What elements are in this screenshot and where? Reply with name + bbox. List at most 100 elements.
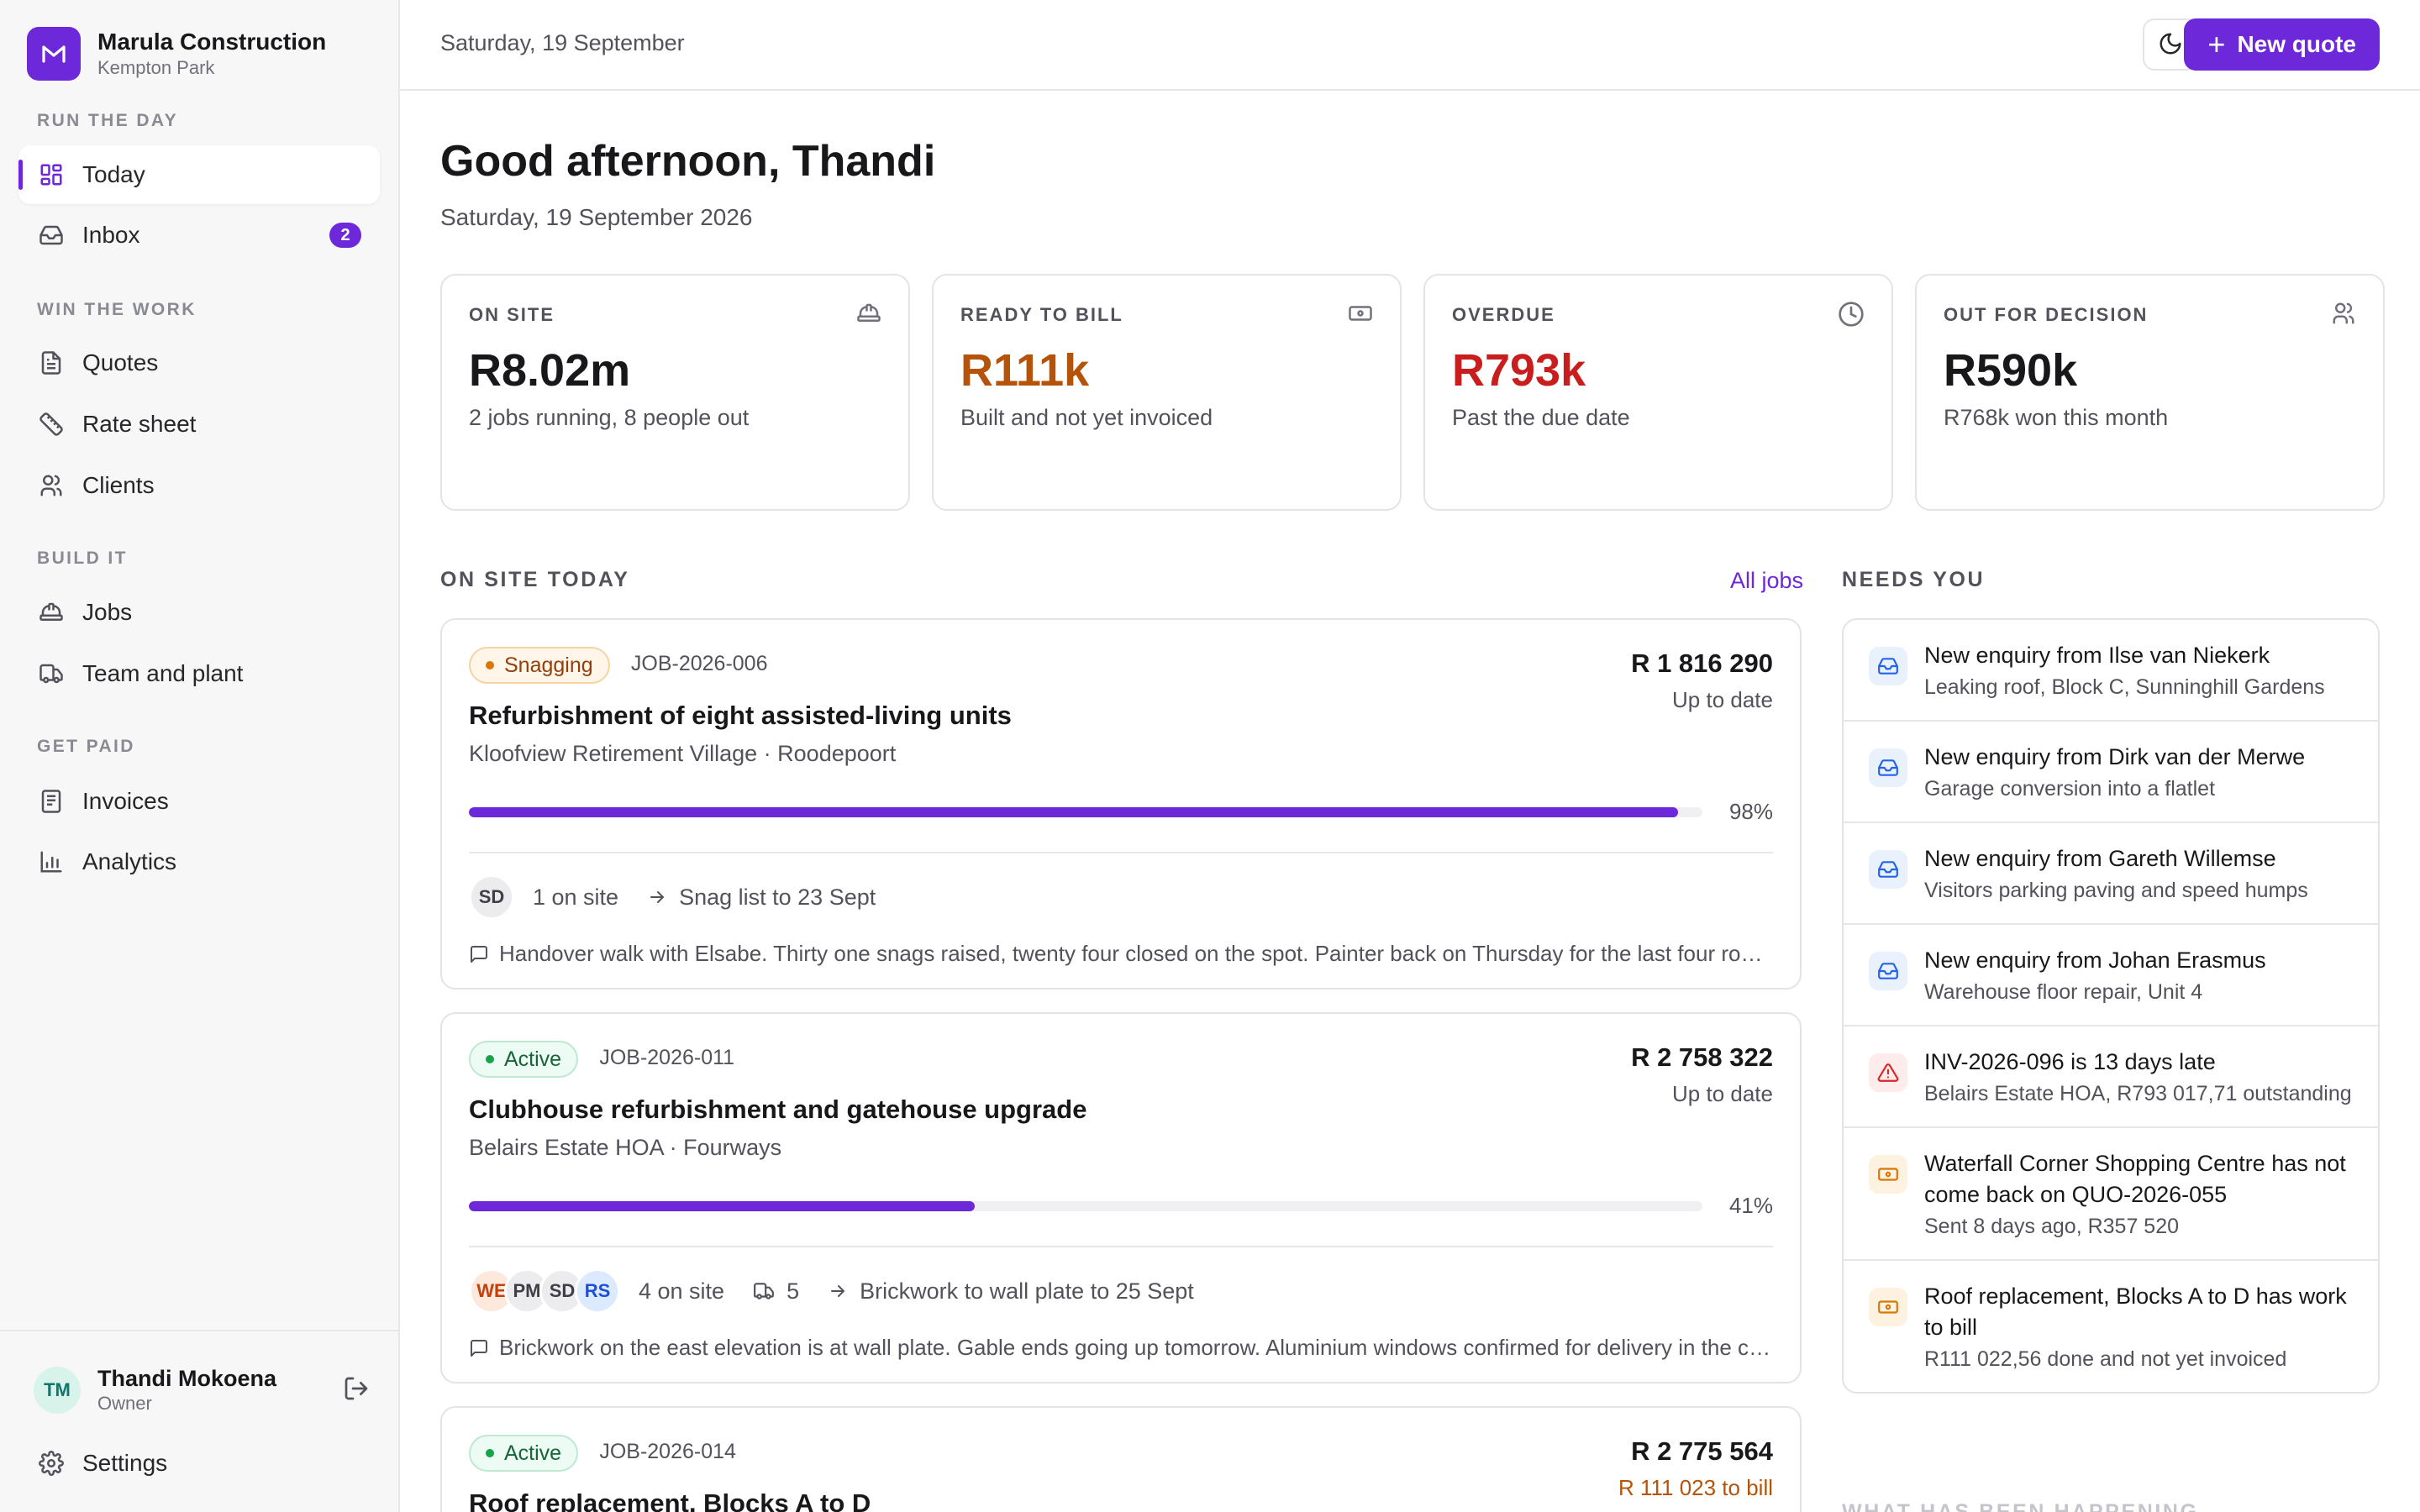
inbox-icon [1869,647,1907,685]
users-icon [2331,301,2356,332]
sidebar-item-analytics[interactable]: Analytics [18,832,380,891]
section-title-needs-you: Needs you [1842,568,1986,591]
job-location: Kloofview Retirement Village · Roodepoor… [469,741,897,766]
avatar: SD [469,874,514,920]
stat-card-overdue[interactable]: Overdue R793k Past the due date [1423,274,1893,511]
sidebar-item-inbox[interactable]: Inbox 2 [18,206,380,265]
sidebar-item-label: Team and plant [82,660,244,686]
banknote-icon [1348,301,1373,332]
note-text: Brickwork on the east elevation is at wa… [499,1335,1773,1360]
sidebar-item-invoices[interactable]: Invoices [18,772,380,831]
stat-card-on-site[interactable]: On site R8.02m 2 jobs running, 8 people … [440,274,910,511]
stat-card-ready-to-bill[interactable]: Ready to bill R111k Built and not yet in… [932,274,1402,511]
status-badge: Active [469,1435,579,1472]
billing-status: Up to date [1672,687,1773,712]
dashboard-icon [37,160,66,189]
status-badge: Snagging [469,647,610,684]
avatar: PM [504,1268,550,1314]
list-item[interactable]: New enquiry from Dirk van der Merwe Gara… [1844,722,2378,823]
plant-count: 5 [753,1278,799,1305]
stat-label: Ready to bill [960,304,1123,325]
sidebar-item-label: Invoices [82,788,169,814]
user-role: Owner [97,1393,152,1414]
job-card[interactable]: Snagging JOB-2026-006 R 1 816 290 Up to … [440,618,1802,990]
status-label: Active [504,1441,562,1465]
item-title: Waterfall Corner Shopping Centre has not… [1924,1151,2346,1207]
alert-triangle-icon [1869,1053,1907,1092]
list-item[interactable]: New enquiry from Ilse van Niekerk Leakin… [1844,620,2378,722]
stat-label: Out for decision [1944,304,2149,325]
sidebar-item-label: Settings [82,1450,168,1476]
nav-section-run-the-day: Run the day [37,111,178,130]
sidebar-item-settings[interactable]: Settings [18,1434,380,1493]
sidebar-item-quotes[interactable]: Quotes [18,333,380,392]
topbar: Saturday, 19 September + New quote [400,0,2420,91]
list-item[interactable]: INV-2026-096 is 13 days late Belairs Est… [1844,1026,2378,1128]
inbox-icon [37,221,66,249]
sidebar: Marula Construction Kempton Park Run the… [0,0,400,1512]
sidebar-item-today[interactable]: Today [18,145,380,204]
new-quote-button[interactable]: + New quote [2184,18,2380,71]
list-item[interactable]: New enquiry from Gareth Willemse Visitor… [1844,823,2378,925]
next-milestone: Brickwork to wall plate to 25 Sept [828,1278,1194,1305]
job-amount: R 1 816 290 [1631,648,1773,678]
list-item[interactable]: Waterfall Corner Shopping Centre has not… [1844,1128,2378,1261]
arrow-right-icon [831,1285,845,1297]
logout-icon[interactable] [343,1375,370,1408]
site-note: Handover walk with Elsabe. Thirty one sn… [469,941,1773,967]
item-title: New enquiry from Johan Erasmus [1924,948,2266,973]
item-subtitle: Sent 8 days ago, R357 520 [1924,1215,2180,1238]
job-title: Clubhouse refurbishment and gatehouse up… [469,1095,1087,1124]
progress-fill [469,1200,975,1211]
stat-value: R111k [960,345,1090,396]
section-title-on-site-today: On site today [440,568,630,591]
stat-card-out-for-decision[interactable]: Out for decision R590k R768k won this mo… [1915,274,2385,511]
stat-value: R590k [1944,345,2078,396]
sidebar-item-jobs[interactable]: Jobs [18,583,380,642]
job-card[interactable]: Active JOB-2026-011 R 2 758 322 Up to da… [440,1012,1802,1383]
list-item[interactable]: New enquiry from Johan Erasmus Warehouse… [1844,925,2378,1026]
brand[interactable]: Marula Construction Kempton Park [27,27,326,81]
list-item[interactable]: Roof replacement, Blocks A to D has work… [1844,1261,2378,1392]
banknote-icon [1869,1288,1907,1326]
page-subtitle-date: Saturday, 19 September 2026 [440,204,753,230]
brand-location: Kempton Park [97,57,215,78]
job-progress-bar [469,1200,1703,1211]
stat-label: Overdue [1452,304,1555,325]
note-text: Handover walk with Elsabe. Thirty one sn… [499,941,1773,966]
item-title: INV-2026-096 is 13 days late [1924,1049,2216,1074]
sidebar-item-label: Clients [82,472,155,498]
plus-icon: + [2207,27,2226,61]
item-subtitle: Leaking roof, Block C, Sunninghill Garde… [1924,675,2325,699]
sidebar-item-label: Analytics [82,848,177,874]
sidebar-item-team-and-plant[interactable]: Team and plant [18,644,380,703]
inbox-count-badge: 2 [329,223,361,248]
main-content: Saturday, 19 September + New quote Good … [400,0,2420,1512]
brand-logo [27,27,81,81]
sidebar-item-rate-sheet[interactable]: Rate sheet [18,395,380,454]
job-code: JOB-2026-006 [630,651,768,675]
on-site-count: 1 on site [533,884,619,910]
message-icon [471,1339,487,1357]
milestone-label: Snag list to 23 Sept [679,884,876,910]
sidebar-item-label: Rate sheet [82,411,197,437]
avatar: TM [34,1367,81,1414]
page-title: Good afternoon, Thandi [440,137,936,186]
user-profile[interactable]: TM Thandi Mokoena Owner [34,1365,370,1415]
receipt-icon [37,787,66,816]
job-code: JOB-2026-014 [599,1439,736,1463]
item-subtitle: Warehouse floor repair, Unit 4 [1924,980,2203,1004]
truck-icon [754,1283,774,1299]
billing-status: R 111 023 to bill [1618,1475,1773,1500]
sidebar-item-clients[interactable]: Clients [18,456,380,515]
job-card[interactable]: Active JOB-2026-014 R 2 775 564 R 111 02… [440,1406,1802,1512]
milestone-label: Brickwork to wall plate to 25 Sept [860,1278,1194,1304]
item-subtitle: Belairs Estate HOA, R793 017,71 outstand… [1924,1082,2352,1105]
progress-percent: 41% [1728,1193,1773,1218]
all-jobs-link[interactable]: All jobs [1729,568,1803,593]
hardhat-icon [856,301,881,332]
item-title: New enquiry from Gareth Willemse [1924,846,2276,871]
crew-avatars: WE PM SD RS [469,1268,620,1314]
item-title: New enquiry from Dirk van der Merwe [1924,744,2306,769]
stat-label: On site [469,304,555,325]
